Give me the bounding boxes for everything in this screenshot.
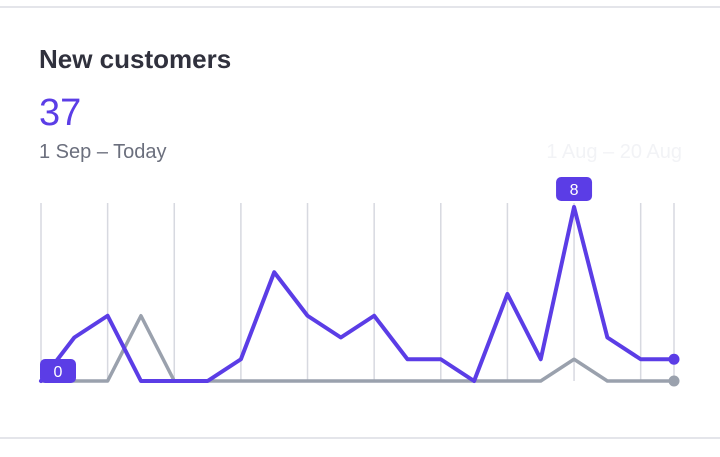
previous-period-line bbox=[39, 314, 676, 383]
previous-data-point bbox=[668, 375, 680, 387]
current-period-line bbox=[39, 205, 676, 383]
new-customers-card[interactable]: New customers 37 1 Sep – Today 1 Aug – 2… bbox=[0, 8, 720, 437]
value-badge-label: 0 bbox=[54, 364, 63, 381]
bottom-divider bbox=[0, 437, 720, 439]
customer-count: 37 bbox=[39, 92, 82, 134]
value-badge bbox=[40, 359, 76, 383]
comparison-date-range: 1 Aug – 20 Aug bbox=[546, 141, 682, 163]
current-data-point bbox=[668, 353, 680, 365]
top-divider bbox=[0, 6, 720, 8]
value-badge bbox=[556, 177, 593, 201]
date-range: 1 Sep – Today bbox=[39, 141, 167, 163]
card-title: New customers bbox=[39, 44, 232, 74]
value-badge-label: 8 bbox=[570, 182, 579, 199]
